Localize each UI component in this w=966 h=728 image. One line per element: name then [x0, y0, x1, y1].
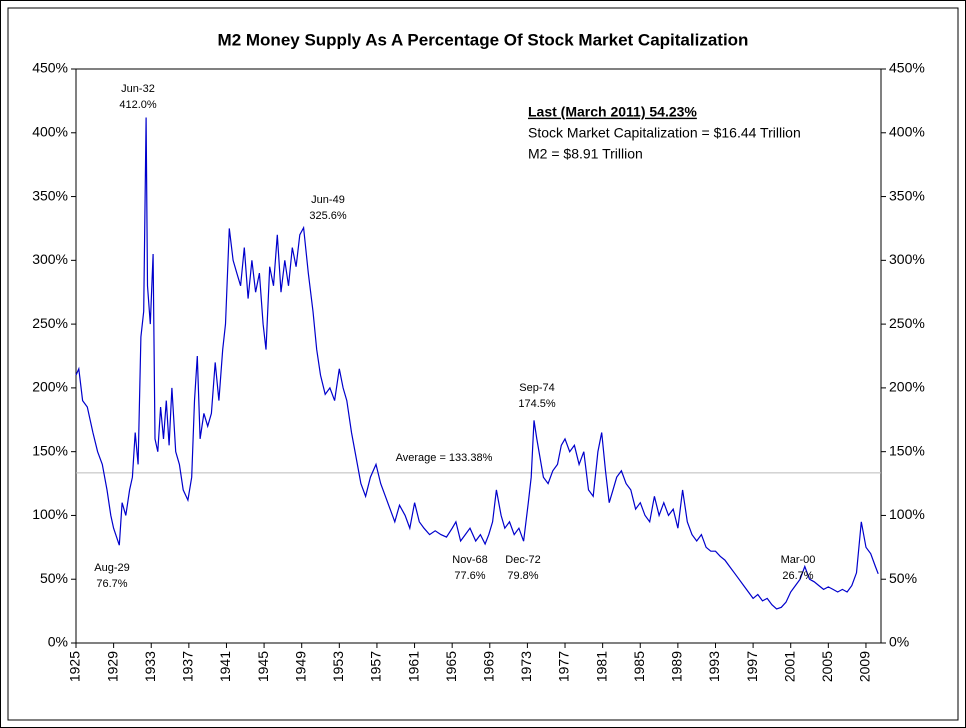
info-text: Last (March 2011) 54.23%: [528, 104, 697, 120]
y2-tick-label: 350%: [889, 187, 925, 203]
y2-tick-label: 200%: [889, 379, 925, 395]
x-tick-label: 1957: [368, 651, 384, 682]
inner-frame: [7, 7, 959, 721]
average-label: Average = 133.38%: [396, 452, 493, 464]
x-tick-label: 1949: [292, 651, 308, 682]
x-tick-label: 2009: [857, 651, 873, 682]
annotation-date: Aug-29: [94, 562, 129, 574]
y-tick-label: 150%: [32, 442, 68, 458]
annotation-date: Jun-32: [121, 83, 155, 95]
x-tick-label: 1945: [255, 651, 271, 682]
y-tick-label: 0%: [48, 634, 68, 650]
y-tick-label: 50%: [40, 570, 68, 586]
annotation-value: 77.6%: [454, 570, 485, 582]
annotation-date: Mar-00: [781, 554, 816, 566]
annotation-value: 26.7%: [782, 570, 813, 582]
x-tick-label: 1973: [518, 651, 534, 682]
info-text: Stock Market Capitalization = $16.44 Tri…: [528, 125, 801, 141]
y2-tick-label: 0%: [889, 634, 909, 650]
annotation-date: Nov-68: [452, 554, 487, 566]
y-tick-label: 350%: [32, 187, 68, 203]
x-tick-label: 1969: [480, 651, 496, 682]
y-tick-label: 100%: [32, 506, 68, 522]
annotation-date: Sep-74: [519, 382, 554, 394]
y-tick-label: 400%: [32, 123, 68, 139]
y2-tick-label: 300%: [889, 251, 925, 267]
y-tick-label: 200%: [32, 379, 68, 395]
y2-tick-label: 400%: [889, 123, 925, 139]
x-tick-label: 1929: [104, 651, 120, 682]
x-tick-label: 1985: [631, 651, 647, 682]
x-tick-label: 1961: [405, 651, 421, 682]
y-tick-label: 450%: [32, 60, 68, 76]
x-tick-label: 1933: [142, 651, 158, 682]
plot-area: [75, 68, 882, 644]
annotation-value: 79.8%: [507, 570, 538, 582]
annotation-value: 412.0%: [119, 99, 157, 111]
y2-tick-label: 450%: [889, 60, 925, 76]
x-tick-label: 1941: [217, 651, 233, 682]
x-tick-label: 1977: [556, 651, 572, 682]
x-tick-label: 1989: [669, 651, 685, 682]
x-tick-label: 1925: [67, 651, 83, 682]
annotation-value: 325.6%: [309, 210, 347, 222]
x-tick-label: 1993: [706, 651, 722, 682]
data-line: [75, 117, 879, 610]
x-tick-label: 1981: [593, 651, 609, 682]
x-tick-label: 1937: [180, 651, 196, 682]
y2-tick-label: 150%: [889, 442, 925, 458]
chart-title: M2 Money Supply As A Percentage Of Stock…: [218, 30, 749, 49]
y2-tick-label: 50%: [889, 570, 917, 586]
x-tick-label: 2001: [781, 651, 797, 682]
annotation-value: 174.5%: [518, 398, 556, 410]
annotation-date: Dec-72: [505, 554, 540, 566]
x-tick-label: 1965: [443, 651, 459, 682]
y2-tick-label: 100%: [889, 506, 925, 522]
annotation-value: 76.7%: [96, 578, 127, 590]
x-tick-label: 1953: [330, 651, 346, 682]
x-tick-label: 2005: [819, 651, 835, 682]
annotation-date: Jun-49: [311, 194, 345, 206]
y-tick-label: 250%: [32, 315, 68, 331]
x-tick-label: 1997: [744, 651, 760, 682]
y-tick-label: 300%: [32, 251, 68, 267]
info-text: M2 = $8.91 Trillion: [528, 146, 643, 162]
y2-tick-label: 250%: [889, 315, 925, 331]
